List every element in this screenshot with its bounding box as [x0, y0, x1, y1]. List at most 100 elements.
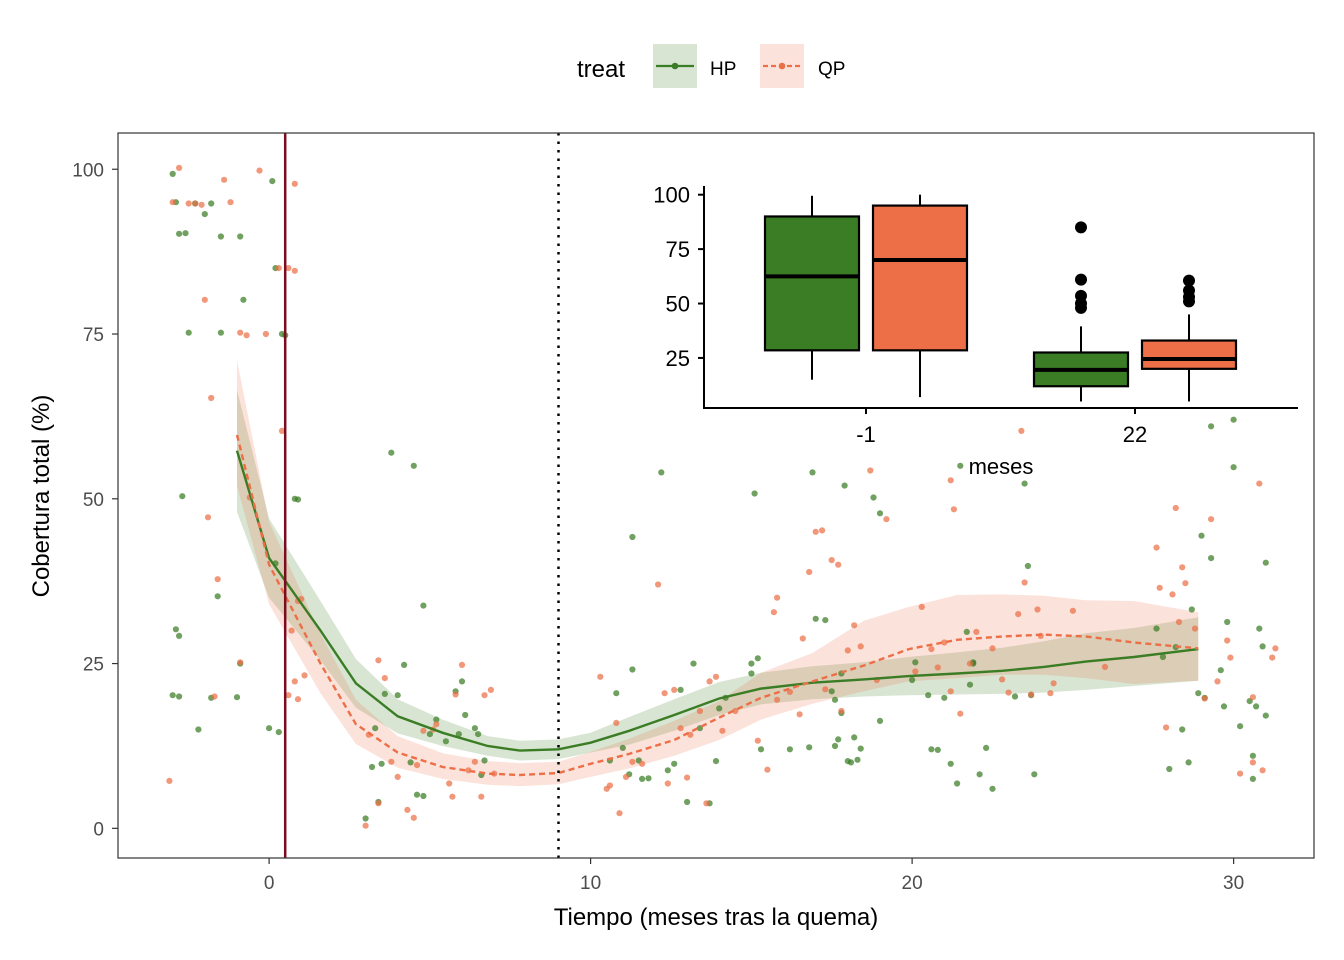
point-hp: [458, 678, 466, 685]
point-hp: [185, 329, 192, 336]
smooth-confidence-bands: [237, 360, 1199, 787]
inset-x-tick-label: 22: [1123, 422, 1147, 447]
point-hp: [195, 726, 202, 733]
point-qp: [375, 800, 382, 807]
point-qp: [404, 806, 411, 814]
point-qp: [622, 773, 630, 781]
point-hp: [462, 711, 469, 719]
point-qp: [381, 675, 388, 682]
point-hp: [240, 296, 247, 303]
point-qp: [211, 693, 218, 700]
point-hp: [941, 694, 948, 701]
point-hp: [410, 462, 417, 469]
point-qp: [1156, 584, 1163, 591]
point-qp: [973, 628, 980, 636]
point-qp: [1172, 504, 1179, 512]
point-qp: [375, 657, 382, 664]
point-qp: [1101, 663, 1109, 671]
point-hp: [420, 602, 427, 609]
point-hp: [362, 815, 369, 822]
point-hp: [217, 329, 224, 336]
point-hp: [471, 725, 478, 732]
point-hp: [854, 756, 861, 763]
smooth-lines: [235, 434, 1199, 777]
box-outlier: [1183, 274, 1195, 287]
box-outlier: [1075, 273, 1087, 286]
point-hp: [172, 626, 179, 633]
y-tick-label: 75: [83, 325, 104, 346]
point-hp: [857, 745, 864, 752]
point-qp: [774, 696, 781, 703]
point-qp: [655, 581, 662, 588]
point-qp: [712, 673, 720, 680]
point-qp: [1272, 645, 1279, 652]
point-hp: [413, 791, 421, 798]
point-qp: [433, 721, 440, 728]
point-hp: [381, 690, 388, 698]
x-axis-ticks: 0 10 20 30: [264, 858, 1244, 894]
point-qp: [301, 672, 308, 679]
point-hp: [1237, 723, 1244, 730]
point-hp: [201, 211, 208, 218]
point-qp: [176, 164, 183, 171]
point-qp: [613, 719, 620, 727]
box-hp-m1: [763, 215, 861, 352]
inset-y-axis-ticks: 25 50 75 100: [653, 183, 704, 371]
point-qp: [471, 758, 478, 765]
point-hp: [909, 676, 916, 684]
point-hp: [1179, 726, 1186, 733]
point-hp: [237, 233, 244, 240]
point-qp: [732, 707, 739, 715]
point-qp: [639, 760, 646, 767]
point-hp: [989, 785, 996, 792]
point-hp: [1153, 625, 1160, 632]
point-qp: [1191, 625, 1199, 632]
point-hp: [1220, 703, 1228, 710]
point-qp: [857, 643, 864, 650]
point-qp: [1214, 678, 1221, 685]
point-hp: [809, 469, 816, 476]
point-qp: [616, 810, 623, 817]
point-hp: [716, 705, 723, 712]
point-hp: [751, 490, 758, 497]
point-qp: [201, 296, 208, 303]
point-hp: [613, 690, 620, 697]
point-qp: [828, 557, 835, 564]
point-qp: [966, 660, 974, 667]
point-qp: [208, 394, 215, 402]
point-qp: [1201, 695, 1208, 702]
point-hp: [388, 449, 395, 456]
legend-point-hp: [671, 62, 679, 70]
point-qp: [838, 707, 845, 715]
legend-label-hp: HP: [710, 59, 736, 80]
point-qp: [1237, 770, 1244, 777]
point-hp: [925, 692, 932, 699]
point-qp: [169, 199, 176, 206]
point-hp: [208, 200, 215, 207]
point-qp: [867, 467, 874, 474]
point-qp: [243, 332, 250, 339]
point-hp: [1253, 703, 1260, 710]
point-qp: [1028, 691, 1035, 698]
point-hp: [963, 628, 970, 636]
inset-y-tick-label: 75: [666, 237, 690, 262]
point-qp: [291, 267, 298, 274]
point-qp: [452, 691, 459, 698]
point-hp: [176, 230, 183, 237]
point-hp: [876, 717, 884, 725]
point-qp: [806, 568, 813, 576]
box-outlier: [1075, 221, 1087, 234]
point-qp: [1015, 611, 1022, 618]
point-qp: [606, 782, 614, 789]
point-hp: [455, 731, 462, 738]
point-qp: [198, 201, 205, 208]
point-hp: [1259, 643, 1266, 650]
point-qp: [192, 200, 199, 207]
point-hp: [629, 666, 636, 673]
point-hp: [748, 670, 755, 677]
point-qp: [629, 758, 636, 765]
y-tick-label: 50: [83, 490, 104, 511]
point-hp: [629, 533, 636, 541]
point-qp: [394, 773, 401, 781]
